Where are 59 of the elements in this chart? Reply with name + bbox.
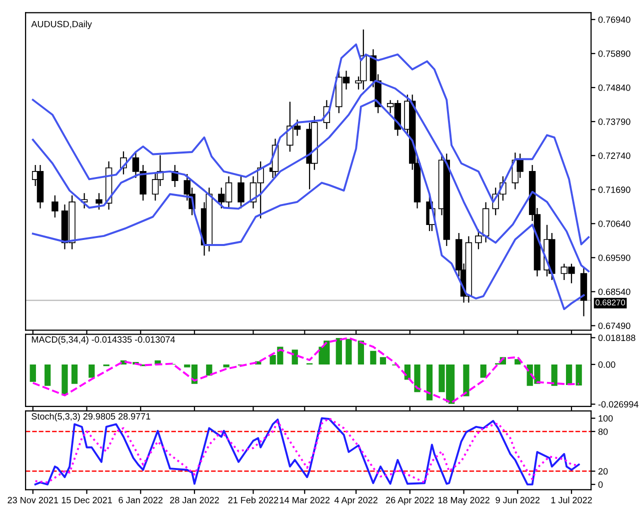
- candlestick: [52, 194, 58, 218]
- x-tick-label: 9 Jun 2022: [496, 496, 540, 504]
- y-tick-label: 0: [598, 481, 603, 488]
- bar: [448, 364, 455, 404]
- x-tick-label: 6 Jan 2022: [118, 496, 163, 504]
- y-tick-label: 0.76940: [598, 16, 630, 23]
- x-tick-label: 21 Feb 2022: [228, 496, 278, 504]
- bar: [71, 364, 78, 384]
- y-tick-label: 0.68540: [598, 288, 630, 296]
- x-tick-label: 15 Dec 2021: [62, 496, 112, 504]
- y-tick-label: 20: [598, 468, 608, 475]
- bar: [358, 340, 364, 364]
- x-tick-label: 23 Nov 2021: [8, 496, 58, 504]
- y-tick-label: 0.75890: [598, 50, 630, 57]
- bar: [426, 364, 433, 400]
- y-tick-label: 0.70640: [598, 220, 630, 227]
- bar: [206, 364, 212, 376]
- bar: [292, 350, 298, 364]
- candlestick: [238, 176, 244, 209]
- y-tick-label: 0.73790: [598, 118, 630, 125]
- bar: [414, 364, 420, 392]
- bar: [30, 364, 36, 382]
- ref-line-label: 0.68270: [596, 300, 626, 306]
- bar: [88, 364, 95, 378]
- x-tick-label: 1 Jul 2022: [551, 496, 592, 504]
- bar: [370, 350, 376, 364]
- y-tick-label: -0.026994: [598, 401, 638, 408]
- line-series: [32, 80, 590, 272]
- chart-title: Stoch(5,3,3) 29.9805 28.9771: [32, 412, 150, 422]
- line-series: [32, 336, 580, 404]
- bar: [576, 364, 582, 386]
- y-tick-label: 0.74840: [598, 84, 630, 91]
- bar: [463, 364, 470, 396]
- bar: [566, 364, 572, 386]
- bar: [551, 364, 558, 386]
- y-tick-label: 0.71690: [598, 186, 630, 193]
- bar: [480, 364, 486, 378]
- y-tick-label: 0.67490: [598, 322, 630, 330]
- bar: [223, 364, 230, 368]
- chart-title: MACD(5,34,4) -0.014335 -0.013074: [32, 336, 175, 344]
- y-tick-label: 80: [598, 428, 608, 435]
- bar: [62, 364, 68, 395]
- line-series: [32, 43, 590, 246]
- x-tick-label: 14 Mar 2022: [280, 496, 330, 504]
- x-tick-label: 4 Apr 2022: [334, 496, 378, 506]
- bar: [380, 357, 386, 364]
- bar: [44, 364, 51, 386]
- x-tick-label: 26 Apr 2022: [386, 496, 434, 506]
- y-tick-label: 0.00: [598, 361, 616, 368]
- text: AUDUSD,Daily: [31, 20, 92, 30]
- bar: [336, 338, 342, 364]
- x-tick-label: 28 Jan 2022: [170, 496, 219, 504]
- bar: [346, 338, 352, 364]
- y-tick-label: 0.69590: [598, 254, 630, 261]
- x-tick-label: 18 May 2022: [438, 496, 490, 506]
- y-tick-label: 0.72740: [598, 152, 630, 159]
- y-tick-label: 100: [598, 415, 613, 422]
- candlestick: [96, 192, 102, 210]
- y-tick-label: 0.018188: [598, 334, 636, 342]
